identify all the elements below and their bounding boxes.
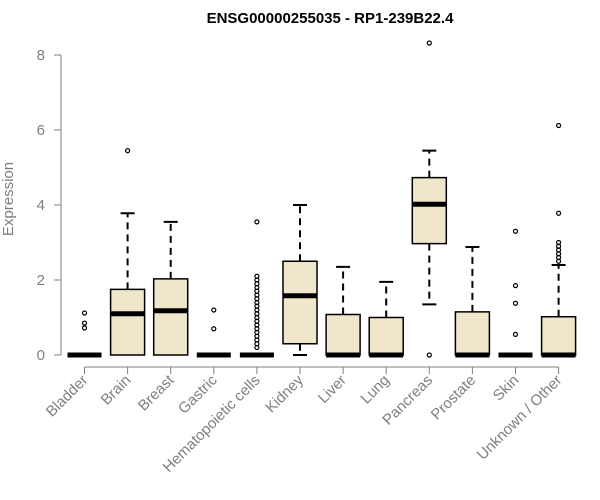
outlier-point: [426, 40, 432, 46]
axes: 0 2 4 6 8: [37, 47, 559, 368]
x-tick-label: Brain: [98, 372, 135, 409]
x-tick-label: Skin: [490, 372, 523, 405]
box: [152, 278, 189, 356]
outlier-point: [555, 210, 562, 216]
x-tick-label: Prostate: [428, 372, 480, 424]
box-liver: [325, 265, 361, 358]
outlier-point: [555, 239, 562, 246]
y-tick-label: 0: [37, 347, 45, 364]
outlier-point: [555, 122, 562, 129]
box: [454, 311, 491, 356]
box-hematopoietic-cells: [239, 219, 274, 358]
box: [540, 316, 577, 356]
outlier-point: [81, 325, 88, 331]
outlier-point: [512, 300, 519, 306]
x-tick-label: Kidney: [262, 371, 307, 416]
box: [368, 316, 404, 356]
outlier-point: [512, 283, 519, 289]
box-lung: [368, 280, 404, 358]
box: [109, 288, 146, 356]
x-tick-label: Breast: [135, 371, 178, 414]
box-breast: [152, 220, 189, 356]
box: [411, 176, 448, 245]
y-tick-label: 2: [37, 272, 45, 289]
outlier-point: [81, 320, 88, 326]
outlier-point: [512, 331, 519, 337]
box-kidney: [282, 204, 318, 356]
y-tick-label: 8: [37, 47, 45, 64]
box-pancreas: [411, 40, 448, 358]
box: [282, 260, 318, 345]
y-tick-label: 4: [37, 197, 45, 214]
x-tick-label: Bladder: [43, 372, 92, 421]
outlier-point: [124, 148, 131, 154]
outlier-point: [211, 307, 217, 313]
x-tick-label: Liver: [315, 372, 350, 407]
chart-title: ENSG00000255035 - RP1-239B22.4: [207, 10, 454, 27]
outlier-point: [426, 352, 432, 358]
x-tick-label: Lung: [357, 372, 393, 408]
box-prostate: [454, 246, 491, 358]
box-brain: [109, 148, 146, 356]
outlier-point: [254, 273, 260, 279]
y-axis-title: Expression: [0, 162, 17, 236]
outlier-point: [512, 228, 519, 234]
boxes: [67, 40, 577, 358]
outlier-point: [211, 326, 217, 332]
outlier-point: [81, 310, 88, 316]
outlier-point: [254, 219, 260, 225]
y-tick-label: 6: [37, 122, 45, 139]
box: [325, 313, 361, 356]
box-bladder: [67, 310, 102, 358]
box-skin: [498, 228, 533, 358]
box-unknown-other: [540, 122, 577, 358]
box-gastric: [196, 307, 231, 358]
